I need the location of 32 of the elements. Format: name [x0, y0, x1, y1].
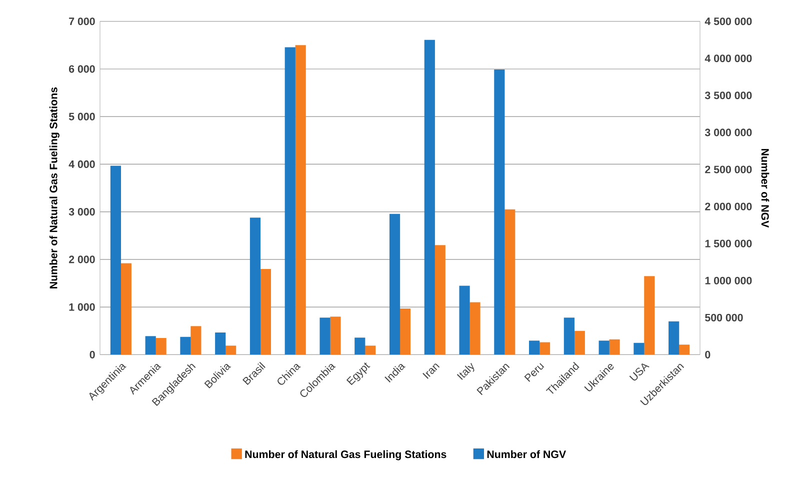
y2-tick-label: 3 500 000: [704, 91, 752, 100]
bar: [215, 332, 226, 355]
y-tick-label: 4 000: [68, 160, 95, 168]
y2-tick-label: 3 000 000: [704, 128, 752, 136]
x-tick-label: Italy: [456, 362, 474, 380]
y-tick-label: 6 000: [69, 65, 95, 73]
y-tick-label: 2 000: [68, 256, 95, 264]
bar: [424, 40, 435, 355]
bar: [634, 342, 644, 355]
bar: [389, 214, 400, 355]
y2-tick-label: 4 000 000: [704, 54, 752, 62]
y2-tick-label: 4 500 000: [704, 17, 752, 25]
y2-tick-label: 2 000 000: [705, 202, 752, 210]
y2-axis-title: Number of NGV: [761, 148, 770, 228]
y2-tick-label: 0: [705, 350, 710, 358]
bar: [644, 276, 655, 355]
legend-label: Number of NGV: [487, 450, 566, 458]
y-axis-title: Number of Natural Gas Fueling Stations: [49, 87, 60, 288]
bar: [679, 344, 690, 355]
y-tick-label: 5 000: [68, 112, 95, 120]
bar: [110, 166, 121, 355]
bar: [668, 321, 680, 355]
y2-tick-label: 1 500 000: [705, 240, 752, 248]
y2-tick-label: 2 500 000: [705, 166, 752, 174]
y2-tick-label: 500 000: [705, 314, 743, 322]
y2-tick-label: 1 000 000: [705, 276, 752, 284]
y-tick-label: 1 000: [69, 303, 95, 311]
y-tick-label: 0: [90, 350, 95, 358]
y-tick-label: 3 000: [68, 208, 95, 216]
x-tick-label: Iran: [422, 363, 440, 379]
legend-label: Number of Natural Gas Fueling Stations: [245, 450, 446, 460]
y-tick-label: 7 000: [69, 17, 95, 25]
